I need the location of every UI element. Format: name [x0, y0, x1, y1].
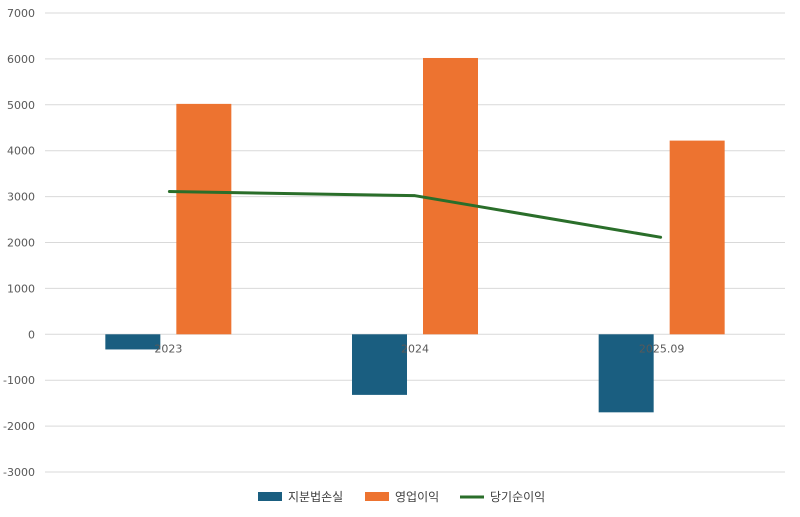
y-tick-label: -3000: [3, 466, 35, 479]
bar-equity-loss: [105, 334, 161, 350]
x-tick-label: 2023: [154, 342, 182, 355]
line-net-income: [168, 190, 662, 239]
y-tick-label: -1000: [3, 374, 35, 387]
y-tick-label: 4000: [7, 145, 35, 158]
bar-operating-profit: [176, 103, 232, 335]
bar-operating-profit: [669, 140, 725, 335]
x-tick-label: 2025.09: [639, 342, 685, 355]
line-point: [661, 236, 663, 238]
bar-equity-loss: [352, 334, 407, 395]
bar-operating-profit: [423, 57, 478, 335]
y-tick-label: 5000: [7, 99, 35, 112]
line-series: [167, 190, 663, 239]
legend-swatch: [258, 492, 282, 501]
y-tick-label: 3000: [7, 191, 35, 204]
line-point: [414, 195, 416, 197]
line-point: [167, 191, 169, 193]
legend-label: 영업이익: [395, 490, 439, 504]
y-axis-ticks: 7000 6000 5000 4000 3000 2000 1000 0 -1000 -2000 -…: [3, 7, 35, 479]
legend-label: 당기순이익: [490, 490, 545, 504]
y-tick-label: 2000: [7, 237, 35, 250]
bar-equity-loss: [598, 334, 654, 413]
bars: [105, 57, 725, 413]
x-axis-ticks: 2023 2024 2025.09: [154, 342, 684, 355]
legend: 지분법손실 영업이익 당기순이익: [258, 490, 545, 504]
y-tick-label: 7000: [7, 7, 35, 20]
legend-label: 지분법손실: [288, 490, 343, 504]
y-tick-label: 0: [28, 328, 35, 341]
legend-swatch: [365, 492, 389, 501]
y-tick-label: -2000: [3, 420, 35, 433]
x-tick-label: 2024: [401, 342, 429, 355]
y-tick-label: 1000: [7, 282, 35, 295]
y-tick-label: 6000: [7, 53, 35, 66]
